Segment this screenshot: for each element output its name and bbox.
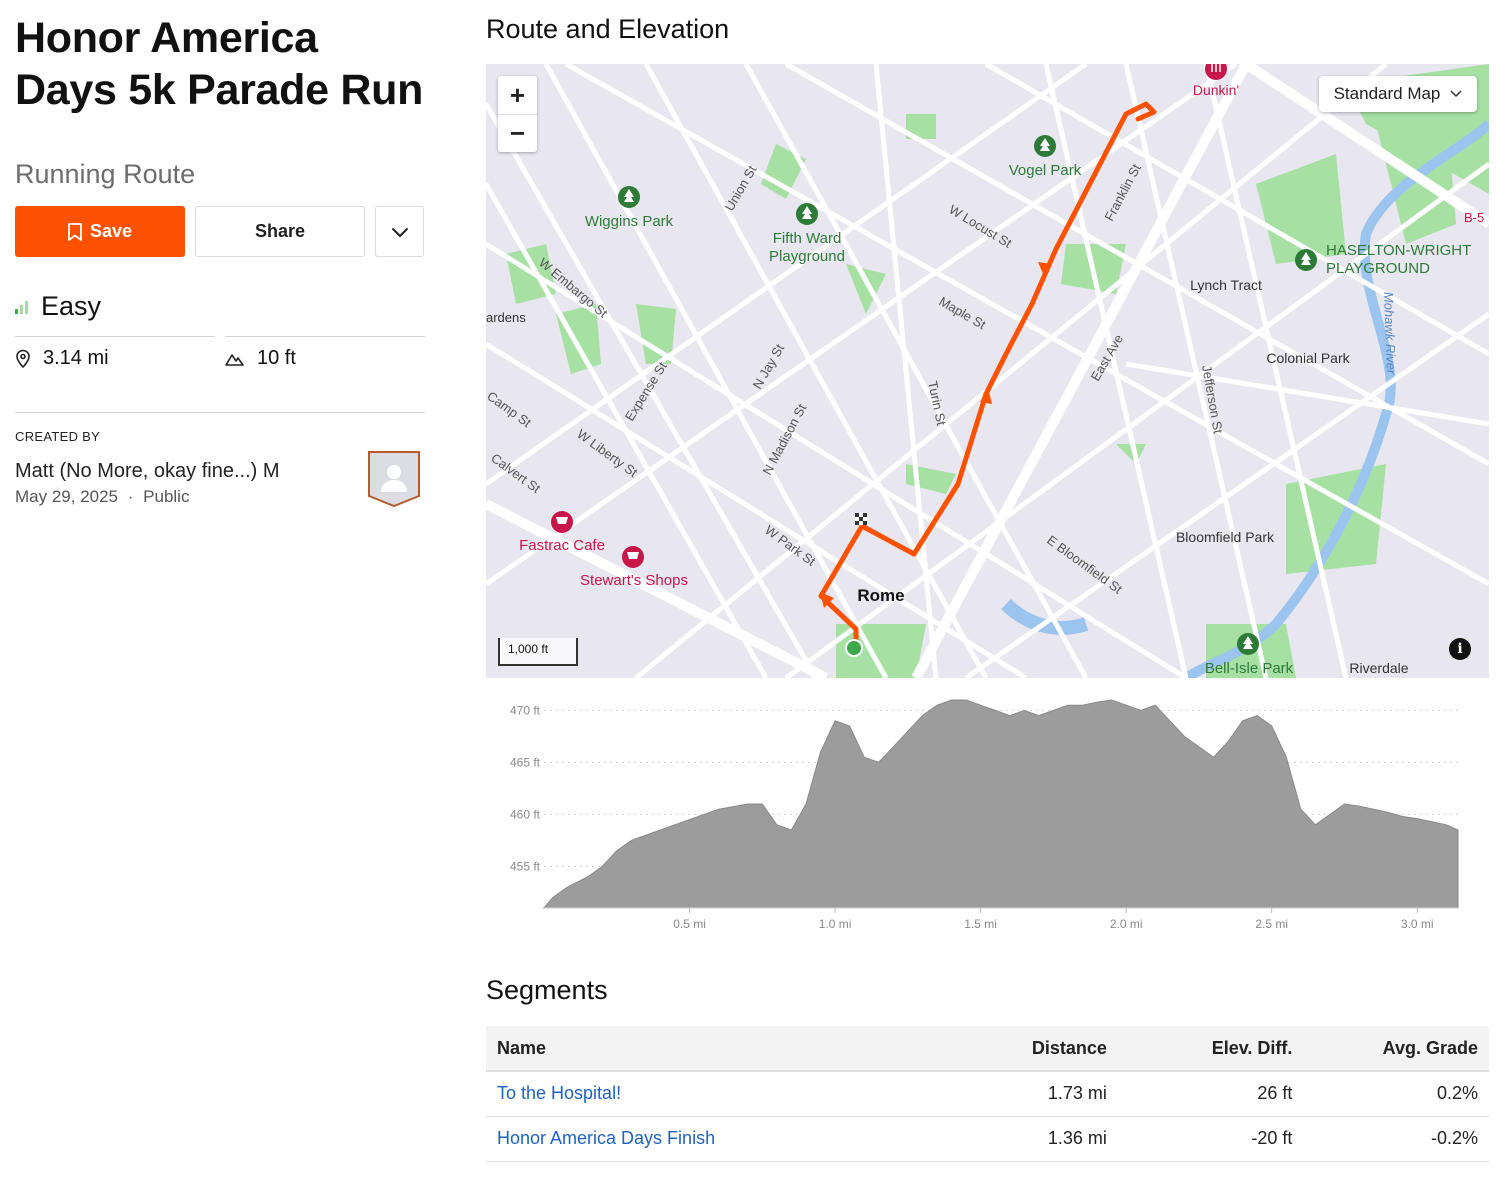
elevation-gain-value: 10 ft	[257, 347, 296, 369]
label-riverdale: Riverdale	[1349, 660, 1408, 676]
river	[1183, 120, 1489, 678]
share-button[interactable]: Share	[195, 206, 365, 257]
label-b5: B-5	[1464, 210, 1484, 225]
route-checkered-marker	[855, 513, 867, 525]
x-tick-label: 1.0 mi	[819, 917, 852, 931]
route-arrow	[820, 592, 834, 608]
location-pin-icon	[16, 349, 30, 368]
segment-distance: 1.73 mi	[937, 1071, 1118, 1117]
x-tick-label: 2.0 mi	[1110, 917, 1143, 931]
label-fifth-ward-2: Playground	[769, 248, 845, 265]
y-tick-label: 455 ft	[510, 859, 541, 873]
label-fifth-ward-1: Fifth Ward	[773, 230, 842, 247]
bookmark-icon	[68, 222, 82, 241]
route-stats: 3.14 mi 10 ft	[15, 336, 425, 370]
y-tick-label: 465 ft	[510, 755, 541, 769]
chevron-down-icon	[391, 227, 408, 237]
chevron-down-icon	[1450, 90, 1462, 98]
column-header-distance: Distance	[937, 1026, 1118, 1072]
label-fastrac: Fastrac Cafe	[519, 537, 605, 554]
table-row: To the Hospital! 1.73 mi 26 ft 0.2%	[486, 1071, 1489, 1117]
segment-distance: 1.36 mi	[937, 1116, 1118, 1162]
route-title: Honor America Days 5k Parade Run	[15, 14, 424, 114]
label-rome: Rome	[857, 586, 904, 605]
zoom-controls: + −	[498, 76, 537, 152]
creator-info: Matt (No More, okay fine...) M May 29, 2…	[15, 451, 425, 508]
elevation-area	[542, 699, 1459, 909]
x-tick-label: 2.5 mi	[1255, 917, 1288, 931]
x-tick-label: 0.5 mi	[673, 917, 706, 931]
label-colonial-park: Colonial Park	[1266, 350, 1350, 366]
elevation-chart[interactable]: 470 ft 465 ft 460 ft 455 ft 0.5 mi 1.0 mi 1.5 …	[486, 690, 1489, 940]
major-roads	[486, 64, 1489, 678]
difficulty-rating: Easy	[15, 291, 425, 322]
created-date: May 29, 2025	[15, 487, 119, 506]
column-header-name: Name	[486, 1026, 938, 1072]
avatar[interactable]	[367, 450, 421, 508]
distance-stat: 3.14 mi	[15, 336, 215, 370]
meta-separator: ·	[127, 487, 134, 506]
route-map[interactable]: Dunkin' Vogel Park Wiggins Park Fifth Wa…	[486, 64, 1489, 678]
segments-header-row: Name Distance Elev. Diff. Avg. Grade	[486, 1026, 1489, 1072]
segment-avg-grade: -0.2%	[1303, 1116, 1489, 1162]
label-lynch-tract: Lynch Tract	[1190, 277, 1262, 293]
column-header-avg-grade: Avg. Grade	[1303, 1026, 1489, 1072]
table-row: Honor America Days Finish 1.36 mi -20 ft…	[486, 1116, 1489, 1162]
created-by-heading: CREATED BY	[15, 429, 101, 444]
difficulty-bars-icon	[15, 300, 28, 314]
label-bloomfield-park: Bloomfield Park	[1176, 529, 1275, 545]
map-type-select[interactable]: Standard Map	[1319, 76, 1477, 112]
label-wiggins-park: Wiggins Park	[585, 213, 674, 230]
streets	[486, 64, 1489, 678]
map-type-label: Standard Map	[1333, 84, 1441, 103]
label-gardens: ardens	[486, 310, 526, 325]
save-button[interactable]: Save	[15, 206, 185, 257]
y-tick-label: 470 ft	[510, 703, 541, 717]
label-haselton-2: PLAYGROUND	[1326, 260, 1430, 277]
creator-name[interactable]: Matt (No More, okay fine...) M	[15, 460, 280, 482]
visibility-label: Public	[143, 487, 190, 506]
label-bell-isle-park: Bell-Isle Park	[1205, 660, 1294, 677]
segment-link[interactable]: To the Hospital!	[497, 1083, 622, 1104]
x-tick-label: 1.5 mi	[964, 917, 997, 931]
save-button-label: Save	[89, 221, 133, 241]
poi-markers	[551, 64, 1227, 568]
label-vogel-park: Vogel Park	[1009, 162, 1082, 179]
route-actions: Save Share	[15, 206, 425, 257]
info-icon[interactable]: i	[1449, 638, 1471, 660]
zoom-in-button[interactable]: +	[509, 79, 526, 110]
segments-title: Segments	[486, 975, 608, 1005]
map-canvas[interactable]: Dunkin' Vogel Park Wiggins Park Fifth Wa…	[486, 64, 1489, 678]
segment-elev-diff: -20 ft	[1117, 1116, 1304, 1162]
route-summary-panel: Honor America Days 5k Parade Run Running…	[15, 0, 425, 508]
x-tick-label: 3.0 mi	[1401, 917, 1434, 931]
divider	[15, 412, 425, 413]
column-header-elev-diff: Elev. Diff.	[1117, 1026, 1304, 1072]
map-scale: 1,000 ft	[498, 638, 578, 666]
mountain-icon	[225, 353, 244, 366]
route-line	[818, 101, 1157, 645]
zoom-out-button[interactable]: −	[498, 114, 537, 152]
more-options-button[interactable]	[375, 206, 424, 257]
segment-elev-diff: 26 ft	[1117, 1071, 1304, 1117]
distance-value: 3.14 mi	[43, 347, 109, 369]
difficulty-label: Easy	[41, 291, 102, 321]
y-tick-label: 460 ft	[510, 807, 541, 821]
creator-meta: May 29, 2025 · Public	[15, 487, 425, 507]
label-haselton-1: HASELTON-WRIGHT	[1326, 242, 1471, 259]
label-dunkin: Dunkin'	[1193, 82, 1239, 98]
route-elevation-title: Route and Elevation	[486, 14, 730, 44]
route-start-marker	[845, 639, 863, 657]
route-arrow	[1038, 262, 1052, 276]
route-type: Running Route	[15, 159, 196, 189]
segments-table: Name Distance Elev. Diff. Avg. Grade To …	[486, 1026, 1489, 1162]
route-arrow	[980, 388, 992, 404]
segment-avg-grade: 0.2%	[1303, 1071, 1489, 1117]
segment-link[interactable]: Honor America Days Finish	[497, 1128, 716, 1148]
elevation-stat: 10 ft	[225, 336, 425, 370]
label-mohawk-river: Mohawk River	[1381, 292, 1399, 375]
park-markers	[618, 135, 1317, 655]
label-stewarts: Stewart's Shops	[580, 572, 688, 589]
